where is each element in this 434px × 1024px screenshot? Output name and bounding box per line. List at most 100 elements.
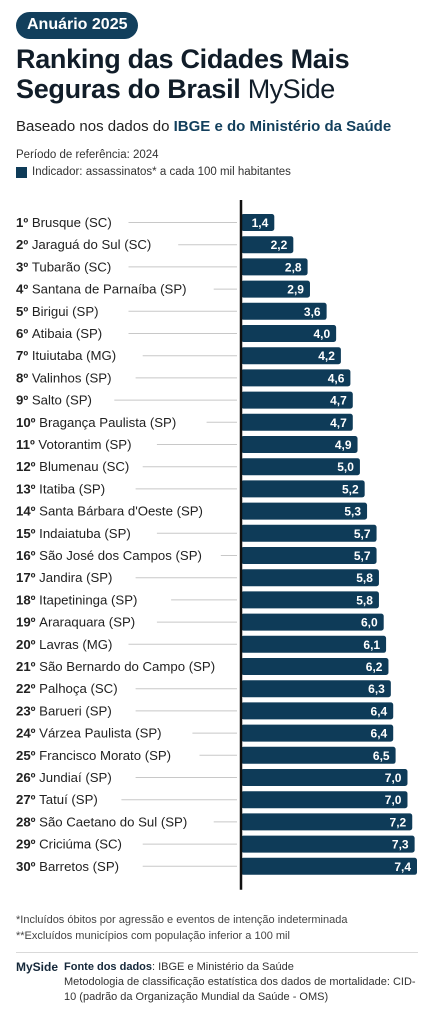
- city-name: Várzea Paulista (SP): [39, 726, 161, 741]
- rank-number: 14º: [16, 504, 39, 519]
- city-name: Salto (SP): [32, 393, 92, 408]
- category-label: 4º Santana de Parnaíba (SP): [16, 282, 187, 297]
- value-label: 7,2: [390, 815, 407, 829]
- city-name: São Caetano do Sul (SP): [39, 814, 187, 829]
- city-name: Itatiba (SP): [39, 481, 105, 496]
- rank-number: 1º: [16, 215, 32, 230]
- rank-number: 23º: [16, 703, 39, 718]
- bar: [241, 613, 384, 631]
- category-label: 10º Bragança Paulista (SP): [16, 415, 176, 430]
- source-line: Fonte dos dados: IBGE e Ministério da Sa…: [64, 960, 424, 975]
- city-name: Jundiaí (SP): [39, 770, 112, 785]
- category-label: 23º Barueri (SP): [16, 703, 112, 718]
- city-name: Atibaia (SP): [32, 326, 102, 341]
- category-label: 24º Várzea Paulista (SP): [16, 726, 162, 741]
- value-label: 5,3: [344, 505, 361, 519]
- city-name: Votorantim (SP): [38, 437, 131, 452]
- rank-number: 2º: [16, 237, 32, 252]
- title-line-2-text: Seguras do Brasil: [16, 74, 241, 104]
- category-label: 7º Ituiutaba (MG): [16, 348, 116, 363]
- rank-number: 21º: [16, 659, 39, 674]
- chart-legend: Indicador: assassinatos* a cada 100 mil …: [16, 166, 291, 178]
- value-label: 6,4: [371, 704, 388, 718]
- bar: [241, 480, 365, 498]
- rank-number: 10º: [16, 415, 39, 430]
- title-line-2: Seguras do Brasil MySide: [16, 74, 426, 104]
- footer-divider: [16, 952, 418, 953]
- city-name: Jaraguá do Sul (SC): [32, 237, 151, 252]
- bar: [241, 635, 387, 653]
- rank-number: 27º: [16, 792, 39, 807]
- value-label: 5,7: [354, 527, 371, 541]
- data-source: Fonte dos dados: IBGE e Ministério da Sa…: [64, 960, 424, 1005]
- rank-number: 28º: [16, 814, 39, 829]
- bar: [241, 680, 391, 698]
- value-label: 5,8: [356, 571, 373, 585]
- category-label: 2º Jaraguá do Sul (SC): [16, 237, 151, 252]
- bar: [241, 280, 310, 298]
- city-name: Santa Bárbara d'Oeste (SP): [39, 504, 203, 519]
- bar: [241, 258, 308, 276]
- rank-number: 29º: [16, 837, 39, 852]
- city-name: Araraquara (SP): [39, 615, 135, 630]
- rank-number: 8º: [16, 370, 32, 385]
- bar: [241, 857, 417, 875]
- city-name: São Bernardo do Campo (SP): [39, 659, 215, 674]
- bar: [241, 458, 360, 476]
- city-name: Palhoça (SC): [39, 681, 117, 696]
- rank-number: 12º: [16, 459, 39, 474]
- ranking-bar-chart: 1º Brusque (SC) 1,4 2º Jaraguá do Sul (SC)…: [16, 200, 417, 890]
- city-name: Barueri (SP): [39, 703, 112, 718]
- rank-number: 25º: [16, 748, 39, 763]
- value-label: 1,4: [252, 216, 269, 230]
- city-name: Itapetininga (SP): [39, 592, 137, 607]
- rank-number: 11º: [16, 437, 38, 452]
- category-label: 5º Birigui (SP): [16, 304, 99, 319]
- value-label: 6,0: [361, 616, 378, 630]
- category-label: 25º Francisco Morato (SP): [16, 748, 171, 763]
- brand-logo: MySide: [247, 74, 336, 104]
- value-label: 6,4: [371, 727, 388, 741]
- bar: [241, 702, 394, 720]
- category-label: 1º Brusque (SC): [16, 215, 112, 230]
- value-label: 7,4: [394, 860, 411, 874]
- bar: [241, 791, 408, 809]
- category-label: 16º São José dos Campos (SP): [16, 548, 202, 563]
- value-label: 4,2: [318, 349, 335, 363]
- subtitle: Baseado nos dados do IBGE e do Ministéri…: [16, 118, 391, 135]
- legend-label: Indicador: assassinatos* a cada 100 mil …: [32, 166, 291, 178]
- rank-number: 9º: [16, 393, 32, 408]
- city-name: Brusque (SC): [32, 215, 112, 230]
- category-label: 29º Criciúma (SC): [16, 837, 122, 852]
- source-label: Fonte dos dados: [64, 961, 152, 973]
- value-label: 7,3: [392, 838, 409, 852]
- rank-number: 7º: [16, 348, 32, 363]
- bar: [241, 236, 294, 254]
- rank-number: 26º: [16, 770, 39, 785]
- category-label: 22º Palhoça (SC): [16, 681, 118, 696]
- category-label: 27º Tatuí (SP): [16, 792, 98, 807]
- city-name: Barretos (SP): [39, 859, 119, 874]
- category-label: 14º Santa Bárbara d'Oeste (SP): [16, 504, 203, 519]
- bar: [241, 524, 377, 542]
- value-label: 2,9: [287, 283, 304, 297]
- bar: [241, 502, 368, 520]
- bar: [241, 813, 413, 831]
- value-label: 4,0: [313, 327, 330, 341]
- bar: [241, 769, 408, 786]
- category-label: 3º Tubarão (SC): [16, 259, 111, 274]
- value-label: 2,2: [271, 238, 288, 252]
- footnote-2: **Excluídos municípios com população inf…: [16, 930, 290, 942]
- value-label: 5,2: [342, 482, 359, 496]
- category-label: 20º Lavras (MG): [16, 637, 112, 652]
- category-label: 26º Jundiaí (SP): [16, 770, 112, 785]
- page-title: Ranking das Cidades Mais Seguras do Bras…: [16, 44, 426, 104]
- value-label: 5,8: [356, 593, 373, 607]
- legend-swatch: [16, 166, 27, 178]
- value-label: 4,9: [335, 438, 352, 452]
- value-label: 6,2: [366, 660, 383, 674]
- city-name: São José dos Campos (SP): [39, 548, 202, 563]
- title-line-1: Ranking das Cidades Mais: [16, 44, 350, 74]
- city-name: Valinhos (SP): [32, 370, 112, 385]
- bar: [241, 835, 415, 853]
